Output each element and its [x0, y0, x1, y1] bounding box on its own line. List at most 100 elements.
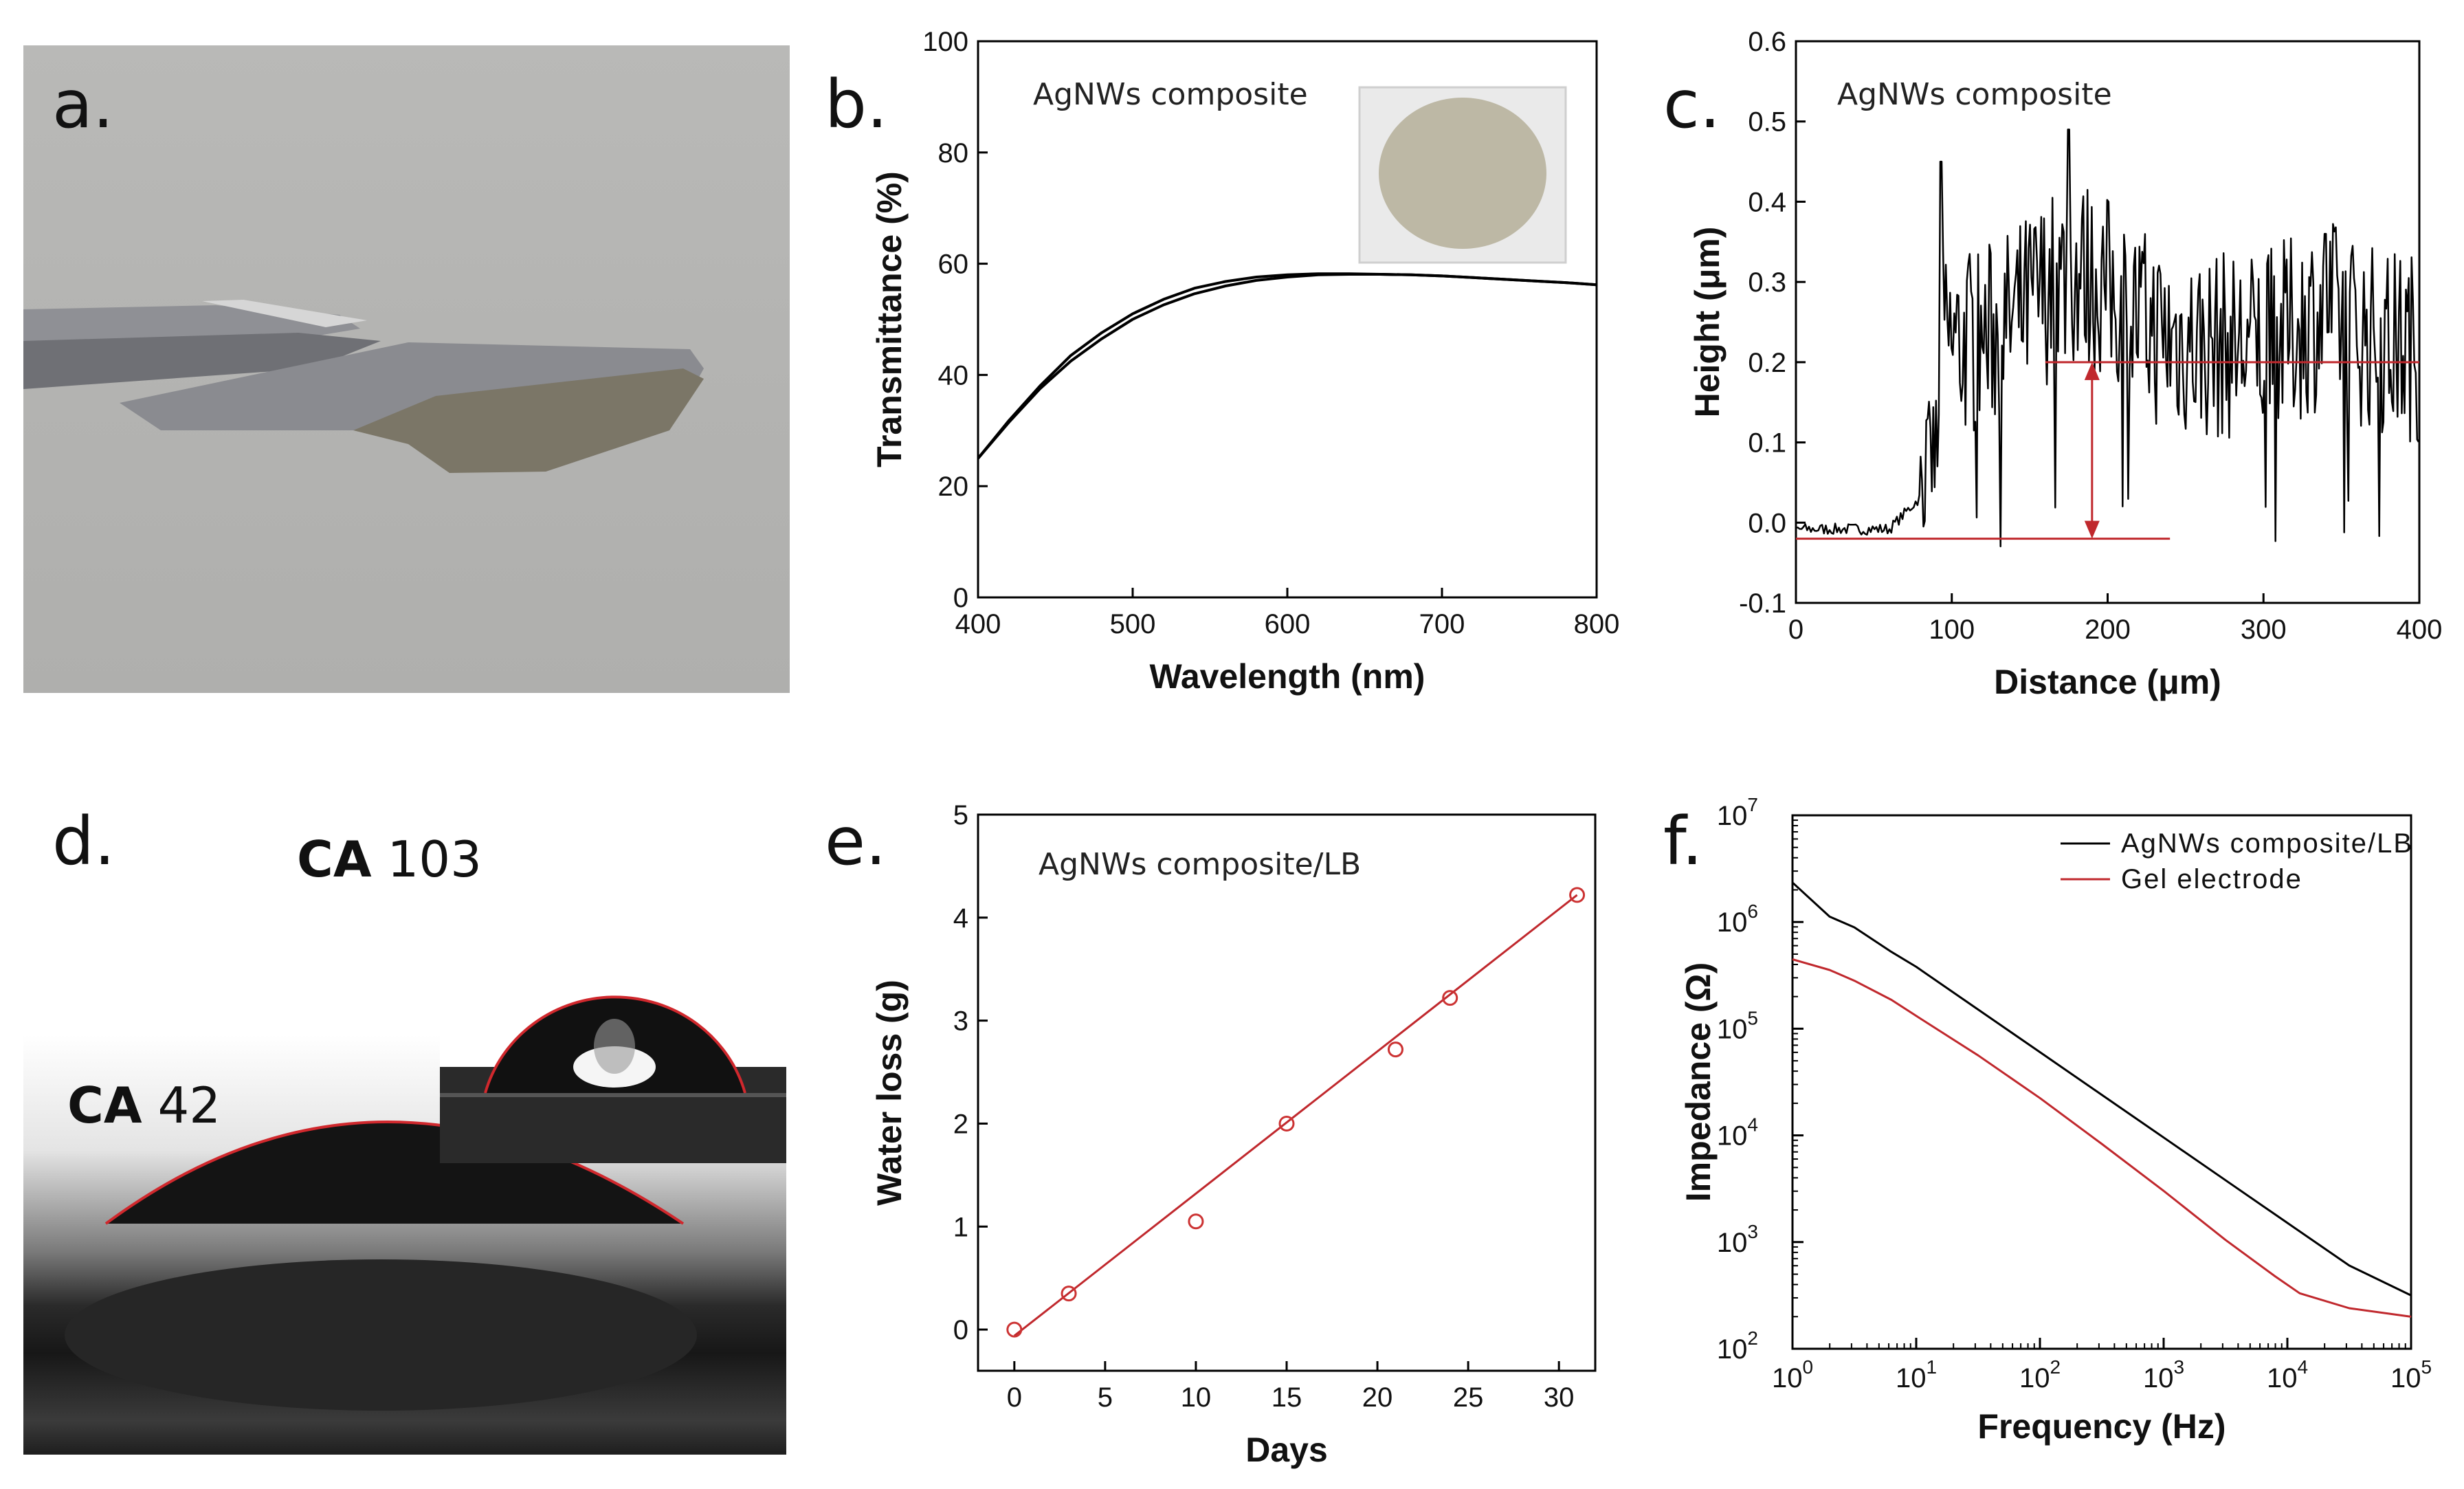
- chart-e-fit-line: [1013, 894, 1578, 1337]
- chart-f-y-tick-label: 103: [1717, 1221, 1758, 1258]
- chart-c-y-tick-label: 0.3: [1748, 267, 1786, 298]
- chart-c-y-tick-label: 0.1: [1748, 428, 1786, 459]
- chart-c-step-arrow-head-up: [2084, 362, 2100, 380]
- chart-b-y-tick-label: 80: [938, 138, 969, 168]
- chart-e-y-tick-label: 5: [953, 800, 968, 830]
- chart-c-x-tick-label: 100: [1929, 615, 1975, 645]
- chart-b-y-tick-label: 100: [922, 27, 968, 57]
- chart-c-y-tick-label: 0.6: [1748, 27, 1786, 57]
- chart-f-y-tick-exponent: 5: [1747, 1007, 1758, 1028]
- chart-c-plot-frame: [1795, 40, 2421, 604]
- panel-e-label: e.: [825, 803, 887, 880]
- contact-angle-large: CA 42: [67, 1077, 221, 1134]
- panel-b-chart: 400 500 600 700 800 0 20 40 60 80 100 Wavelength (n…: [813, 15, 1624, 705]
- chart-b-x-tick-label: 800: [1574, 609, 1620, 639]
- chart-e-data-point: [1006, 1321, 1023, 1338]
- chart-e-x-tick-label: 30: [1544, 1382, 1575, 1413]
- panel-c-chart: 0 100 200 300 400 -0.1 0.0 0.1 0.2 0.3 0.4 0.5 0.6 Di…: [1648, 15, 2452, 705]
- chart-b-x-tick-label: 400: [955, 609, 1001, 639]
- chart-b-y-axis-title: Transmittance (%): [870, 171, 909, 467]
- chart-e-y-tick-label: 2: [953, 1109, 968, 1139]
- ca-small-value: 103: [387, 830, 482, 888]
- panel-a-photo: [23, 45, 790, 693]
- panel-e-chart: 0 5 10 15 20 25 30 0 1 2 3 4 5 Days Water loss (g) AgN…: [819, 778, 1623, 1471]
- contact-angle-small: CA 103: [297, 830, 482, 888]
- chart-c-x-tick-label: 300: [2241, 615, 2287, 645]
- chart-c-y-tick-label: 0.0: [1748, 508, 1786, 538]
- chart-f-y-axis-title: Impedance (Ω): [1679, 962, 1718, 1202]
- panel-f-chart: 100 101 102 103 104 105102103104105106107Freq…: [1648, 778, 2452, 1471]
- chart-e-data-point: [1061, 1286, 1077, 1302]
- composite-piece: [353, 368, 704, 473]
- chart-b-series-line-2: [977, 272, 1597, 460]
- chart-f-x-axis-title: Frequency (Hz): [1977, 1407, 2226, 1446]
- chart-c-annotation: AgNWs composite: [1837, 77, 2112, 112]
- chart-f-x-tick-label: 100: [1772, 1356, 1813, 1393]
- panel-f-label: f.: [1663, 803, 1703, 880]
- chart-f-x-tick-label: 105: [2390, 1356, 2432, 1393]
- chart-f-x-tick-exponent: 0: [1802, 1356, 1813, 1378]
- small-droplet-inset: [440, 895, 786, 1163]
- chart-e-data-point: [1442, 990, 1458, 1006]
- chart-c-x-tick-label: 400: [2397, 615, 2443, 645]
- chart-f-x-tick-exponent: 5: [2421, 1356, 2432, 1378]
- chart-e-x-tick-label: 20: [1362, 1382, 1393, 1413]
- chart-e-y-axis-title: Water loss (g): [870, 980, 909, 1206]
- chart-e-x-tick-label: 10: [1181, 1382, 1212, 1413]
- chart-e-x-tick-label: 0: [1007, 1382, 1022, 1413]
- chart-f-x-tick-exponent: 1: [1926, 1356, 1937, 1378]
- chart-c-y-tick-label: 0.5: [1748, 107, 1786, 137]
- chart-f-y-tick-exponent: 6: [1747, 901, 1758, 922]
- contact-angle-drawing: [65, 895, 786, 1411]
- chart-c-x-tick-label: 0: [1788, 615, 1803, 645]
- chart-f-y-tick-label: 106: [1717, 901, 1758, 938]
- chart-f-legend-label-1: AgNWs composite/LB: [2121, 828, 2413, 859]
- chart-f-x-tick-exponent: 2: [2050, 1356, 2061, 1378]
- chart-e-data-point: [1569, 887, 1586, 903]
- panel-a-label: a.: [52, 66, 114, 143]
- chart-b-x-tick-label: 500: [1110, 609, 1156, 639]
- chart-b-x-tick-label: 600: [1265, 609, 1311, 639]
- chart-b-y-tick-label: 40: [938, 360, 969, 390]
- chart-c-y-tick-label: 0.2: [1748, 348, 1786, 378]
- chart-c-x-tick-label: 200: [2085, 615, 2131, 645]
- chart-f-legend-label-2: Gel electrode: [2121, 864, 2302, 894]
- chart-e-x-tick-label: 15: [1272, 1382, 1302, 1413]
- chart-f-x-tick-label: 103: [2143, 1356, 2184, 1393]
- ca-large-value: 42: [157, 1077, 221, 1134]
- chart-c-x-axis-title: Distance (μm): [1994, 663, 2221, 701]
- chart-f-series-line-1: [1791, 881, 2412, 1297]
- chart-e-data-point: [1278, 1115, 1295, 1132]
- chart-c-step-arrow-head-down: [2084, 520, 2100, 539]
- chart-c-height-profile: [1796, 129, 2419, 548]
- ca-large-prefix: CA: [67, 1077, 142, 1134]
- chart-f-x-tick-label: 102: [2019, 1356, 2061, 1393]
- chart-f-y-tick-label: 102: [1717, 1327, 1758, 1365]
- chart-b-x-axis-title: Wavelength (nm): [1150, 657, 1425, 696]
- chart-e-x-tick-label: 25: [1453, 1382, 1484, 1413]
- chart-e-y-tick-label: 4: [953, 903, 968, 934]
- chart-c-y-tick-label: -0.1: [1739, 588, 1786, 619]
- large-droplet: [106, 1122, 683, 1224]
- chart-b-annotation: AgNWs composite: [1033, 77, 1308, 112]
- panel-d-label: d.: [52, 803, 115, 880]
- chart-b-series-line-1: [977, 273, 1597, 460]
- ca-small-prefix: CA: [297, 830, 372, 888]
- chart-e-x-axis-title: Days: [1245, 1431, 1328, 1469]
- chart-e-y-tick-label: 0: [953, 1315, 968, 1345]
- chart-f-x-tick-label: 104: [2267, 1356, 2308, 1393]
- chart-e-data-point: [1188, 1213, 1204, 1230]
- chart-f-series-line-2: [1792, 958, 2412, 1318]
- chart-f-y-tick-exponent: 4: [1747, 1114, 1758, 1136]
- chart-f-x-tick-label: 101: [1896, 1356, 1937, 1393]
- chart-b-y-tick-label: 60: [938, 250, 969, 280]
- chart-f-y-tick-label: 105: [1717, 1007, 1758, 1044]
- panel-b-label: b.: [825, 66, 888, 143]
- chart-b-y-tick-label: 20: [938, 472, 969, 502]
- chart-e-annotation: AgNWs composite/LB: [1039, 847, 1361, 882]
- film-inset-photo: [1358, 86, 1567, 264]
- chart-f-y-tick-label: 107: [1717, 794, 1758, 831]
- chart-f-x-tick-exponent: 4: [2297, 1356, 2308, 1378]
- chart-f-y-tick-exponent: 3: [1747, 1221, 1758, 1242]
- chart-e-y-tick-label: 1: [953, 1212, 968, 1242]
